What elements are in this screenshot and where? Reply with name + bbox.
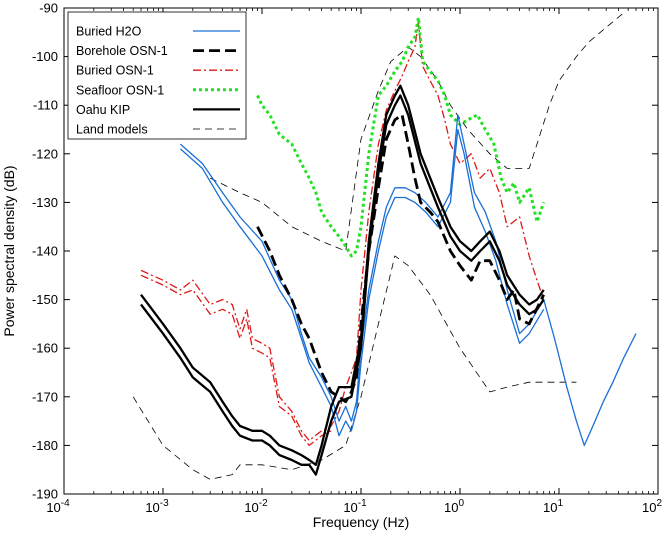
legend-label-seafloor-osn-1: Seafloor OSN-1 <box>76 83 164 97</box>
series-line-borehole-osn-1-1 <box>256 113 545 404</box>
legend-label-buried-h2o: Buried H2O <box>76 25 142 39</box>
y-tick-label: -130 <box>32 195 58 210</box>
legend-label-buried-osn-1: Buried OSN-1 <box>76 64 154 78</box>
y-tick-label: -110 <box>33 98 58 113</box>
x-tick-label: 10-4 <box>46 498 70 515</box>
y-axis-label: Power spectral density (dB) <box>1 165 17 336</box>
x-tick-labels: 10-4 10-3 10-2 10-1 100 101 102 <box>46 498 662 515</box>
legend: Buried H2O Borehole OSN-1 Buried OSN-1 Seaf… <box>67 11 247 140</box>
x-tick-label: 10-1 <box>343 498 367 515</box>
series-layer <box>132 12 637 480</box>
x-tick-label: 10-2 <box>244 498 268 515</box>
legend-label-borehole-osn-1: Borehole OSN-1 <box>76 44 168 58</box>
series-line-seafloor-osn-1-1 <box>256 16 546 258</box>
x-axis-label: Frequency (Hz) <box>313 514 409 530</box>
y-tick-labels: -90 -100 -110 -120 -130 -140 -150 -160 -170 -180 -… <box>32 1 58 502</box>
y-tick-label: -170 <box>32 389 58 404</box>
legend-label-land-models: Land models <box>76 123 148 137</box>
legend-box <box>67 11 247 140</box>
legend-label-oahu-kip: Oahu KIP <box>76 103 130 117</box>
series-line-buried-osn-1-1 <box>140 21 545 442</box>
series-line-buried-h2o-2 <box>179 128 545 437</box>
plot-frame <box>63 7 659 495</box>
series-line-buried-h2o-1 <box>179 114 637 447</box>
x-tick-label: 101 <box>543 498 563 515</box>
series-line-buried-osn-1-2 <box>140 274 332 447</box>
y-tick-label: -140 <box>32 244 58 259</box>
series-line-land-models-1 <box>132 255 577 480</box>
y-tick-label: -190 <box>32 487 58 502</box>
y-tick-label: -150 <box>32 292 58 307</box>
y-tick-label: -100 <box>32 49 58 64</box>
y-tick-label: -90 <box>39 1 58 16</box>
x-tick-label: 100 <box>444 498 464 515</box>
x-tick-label: 10-3 <box>145 498 169 515</box>
x-tick-label: 102 <box>642 498 662 515</box>
y-tick-label: -120 <box>32 146 58 161</box>
y-tick-label: -180 <box>32 438 58 453</box>
y-tick-label: -160 <box>32 341 58 356</box>
series-line-oahu-kip-2 <box>140 94 545 476</box>
